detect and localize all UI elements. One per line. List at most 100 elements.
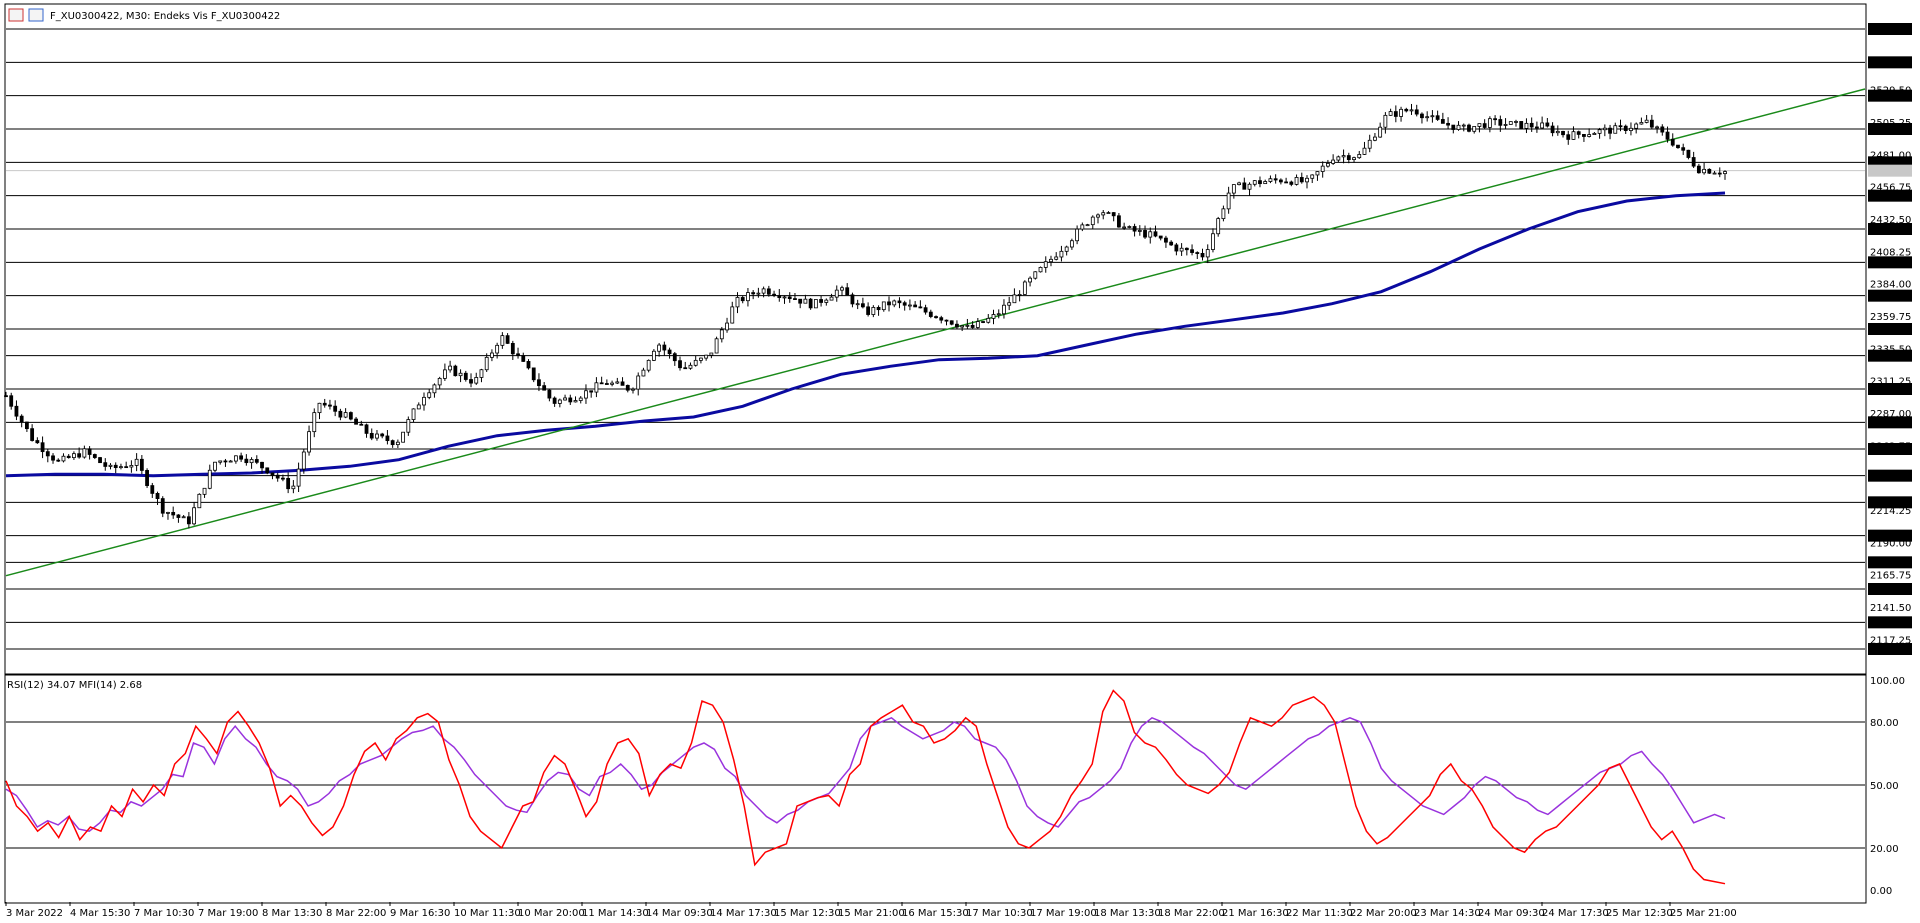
candle-body: [1346, 155, 1351, 161]
candle: [667, 347, 672, 359]
candle-body: [939, 317, 944, 321]
candle-body: [207, 469, 212, 489]
candle: [672, 352, 677, 366]
candle: [296, 462, 301, 493]
candle-body: [474, 377, 479, 384]
candle: [1174, 242, 1179, 256]
candle-body: [981, 321, 985, 323]
candle: [98, 456, 102, 464]
candle-body: [448, 365, 453, 371]
candle: [1373, 133, 1377, 142]
candle-body: [1686, 149, 1691, 158]
candle: [1629, 122, 1633, 136]
candle-body: [1555, 130, 1560, 134]
candle-body: [730, 306, 735, 324]
candle-body: [719, 329, 724, 340]
candle: [944, 319, 949, 326]
candle: [422, 392, 426, 411]
candle-body: [1597, 129, 1602, 134]
candle: [307, 425, 311, 456]
candle-body: [1414, 109, 1419, 115]
candle: [1723, 170, 1727, 180]
price-panel[interactable]: 2575.00 2550.00 2525.00 2500.00 2475.00 2450.…: [4, 3, 1913, 675]
candle: [343, 408, 348, 419]
candle-body: [134, 458, 139, 466]
price-label: 2450.00: [1870, 192, 1911, 203]
price-tick: 2432.50: [1870, 215, 1911, 226]
chart-properties-icon[interactable]: [28, 8, 44, 22]
candle: [192, 501, 196, 526]
candle: [897, 297, 902, 309]
candle-body: [265, 467, 270, 474]
candle-body: [1049, 258, 1053, 263]
price-label: 2175.00: [1870, 558, 1911, 569]
candle-body: [813, 299, 818, 309]
candle: [657, 342, 662, 357]
price-tick: 2238.50: [1870, 474, 1911, 485]
candle-body: [1033, 271, 1038, 279]
candle-body: [970, 324, 975, 328]
candle-body: [1373, 136, 1377, 141]
candle: [1383, 112, 1388, 134]
candle-body: [1090, 216, 1095, 226]
candle-body: [150, 485, 155, 494]
candle: [171, 506, 176, 519]
candle-body: [1717, 172, 1722, 175]
candle-body: [1022, 281, 1027, 295]
candle: [1472, 126, 1477, 134]
candle: [281, 474, 285, 482]
candle: [688, 362, 693, 370]
indicator-tick: 100.00: [1870, 676, 1905, 687]
time-tick-label: 10 Mar 11:30: [454, 908, 521, 919]
candle: [1707, 168, 1712, 174]
candle-body: [709, 352, 714, 356]
candle: [1231, 184, 1236, 199]
candle-body: [1420, 113, 1424, 119]
candle-body: [552, 397, 557, 404]
candle-body: [40, 442, 45, 453]
price-label-box: [1868, 323, 1912, 335]
indicator-line-0: [5, 716, 1726, 833]
candle: [1043, 256, 1048, 273]
price-label-box: [1868, 496, 1912, 509]
price-label-box: [1868, 23, 1912, 35]
price-label: 2260.00: [1870, 445, 1911, 456]
candle-body: [996, 313, 1001, 316]
candle-body: [735, 297, 740, 308]
candle-body: [1195, 252, 1200, 254]
candle-body: [840, 287, 844, 291]
candle: [766, 285, 771, 297]
chart-window-icon[interactable]: [8, 8, 24, 22]
candle-body: [1069, 240, 1074, 248]
candle-body: [453, 365, 458, 377]
candle: [996, 309, 1001, 319]
candle-body: [1158, 235, 1163, 239]
candle-body: [1451, 124, 1456, 130]
candle-body: [1247, 183, 1252, 190]
candle-body: [625, 384, 630, 391]
candle-body: [808, 298, 813, 309]
candle: [1007, 296, 1012, 311]
current-price-box: [1868, 164, 1912, 177]
candle-body: [301, 451, 306, 470]
price-label: 2500.00: [1870, 125, 1911, 136]
candle-body: [766, 288, 771, 295]
candle: [155, 491, 160, 505]
candle: [1184, 247, 1189, 256]
candle-body: [1148, 231, 1153, 238]
candle: [1137, 225, 1142, 236]
candle-body: [777, 295, 782, 298]
candle-body: [1425, 116, 1430, 119]
indicator-tick: 0.00: [1870, 886, 1892, 897]
candle-body: [1200, 252, 1205, 258]
candle: [1420, 112, 1424, 124]
candle: [714, 336, 719, 354]
candle-body: [1252, 180, 1257, 185]
candle-body: [610, 382, 614, 385]
candle-body: [437, 377, 442, 386]
indicator-panel[interactable]: RSI(12) 34.07 MFI(14) 2.68 100.00 80.00 50…: [4, 674, 1905, 904]
candle-body: [176, 514, 181, 518]
candle-body: [249, 459, 254, 464]
